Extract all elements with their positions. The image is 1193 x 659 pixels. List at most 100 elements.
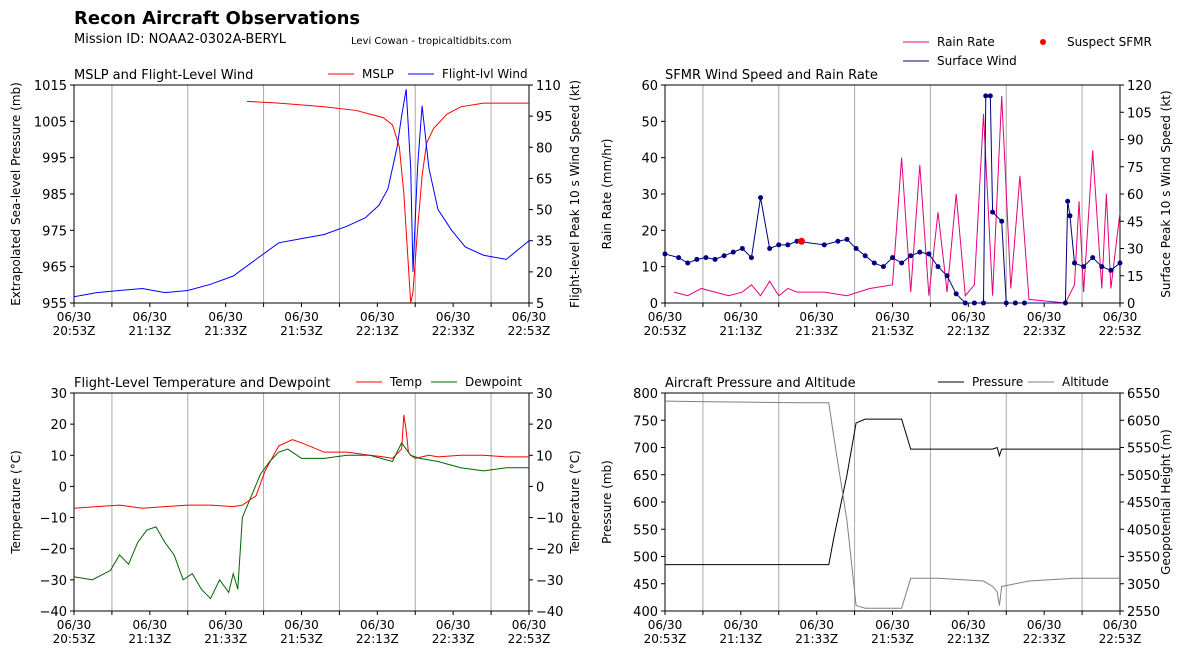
y2-tick-label: 20 <box>536 418 553 433</box>
y2-tick-label: 0 <box>1127 297 1135 312</box>
surface-wind-point <box>983 93 989 99</box>
y2-tick-label: 80 <box>536 141 553 156</box>
y2-axis-label: Temperature (°C) <box>568 450 582 555</box>
legend-label: Surface Wind <box>937 54 1017 68</box>
x-tick-label: 22:13Z <box>356 324 399 338</box>
page-title: Recon Aircraft Observations <box>74 8 361 29</box>
x-tick-label: 06/30 <box>1027 310 1062 324</box>
y-tick-label: 40 <box>641 152 658 167</box>
surface-wind-point <box>730 249 736 255</box>
plot-frame <box>73 84 530 304</box>
suspect-sfmr-point <box>798 237 805 245</box>
y2-axis-label: Geopotential Height (m) <box>1159 429 1173 575</box>
chart-title: SFMR Wind Speed and Rain Rate <box>665 68 878 83</box>
surface-wind-point <box>821 242 827 248</box>
x-tick-label: 06/30 <box>208 310 243 324</box>
plot-frame <box>664 84 1121 304</box>
series-line-0 <box>73 414 529 509</box>
y-tick-label: −20 <box>40 543 67 558</box>
surface-wind-point <box>990 209 996 215</box>
y-tick-label: 550 <box>633 523 658 538</box>
y2-tick-label: 105 <box>1127 106 1152 121</box>
y2-tick-label: −10 <box>536 512 563 527</box>
x-tick-label: 20:53Z <box>53 324 96 338</box>
surface-wind-point <box>748 255 754 261</box>
x-tick-label: 06/30 <box>875 618 910 632</box>
y-axis-label: Pressure (mb) <box>600 460 614 544</box>
x-tick-label: 22:13Z <box>947 632 990 646</box>
series-line-0 <box>673 95 1121 304</box>
surface-wind-point <box>676 255 682 261</box>
surface-wind-point <box>890 255 895 261</box>
y-tick-label: 60 <box>641 79 658 94</box>
y-tick-label: 400 <box>633 605 658 620</box>
y2-tick-label: 30 <box>536 387 553 402</box>
surface-wind-point <box>712 256 718 262</box>
series-line-1 <box>73 89 530 298</box>
x-tick-label: 20:53Z <box>53 632 96 646</box>
x-tick-label: 06/30 <box>799 618 834 632</box>
x-tick-label: 20:53Z <box>644 632 687 646</box>
plot-frame <box>664 392 1121 612</box>
y-tick-label: 650 <box>633 469 658 484</box>
surface-wind-point <box>1065 198 1071 204</box>
y2-tick-label: 4050 <box>1127 523 1160 538</box>
surface-wind-point <box>871 260 877 266</box>
y2-tick-label: 10 <box>536 449 553 464</box>
x-tick-label: 06/30 <box>57 310 92 324</box>
surface-wind-point <box>758 195 764 201</box>
x-tick-label: 06/30 <box>648 618 683 632</box>
series-line-1 <box>73 441 529 600</box>
y2-tick-label: −20 <box>536 543 563 558</box>
surface-wind-point <box>1012 300 1018 306</box>
series-line-1 <box>664 400 1120 609</box>
y-tick-label: 20 <box>641 224 658 239</box>
surface-wind-point <box>694 256 700 262</box>
y-axis-label: Rain Rate (mm/hr) <box>600 139 614 250</box>
x-tick-label: 22:53Z <box>1099 324 1142 338</box>
y2-tick-label: 50 <box>536 204 553 219</box>
surface-wind-point <box>835 238 841 244</box>
legend-label: Rain Rate <box>937 35 995 49</box>
y-tick-label: 700 <box>633 442 658 457</box>
x-tick-label: 21:13Z <box>128 324 171 338</box>
y2-tick-label: 90 <box>1127 134 1144 149</box>
surface-wind-point <box>1072 260 1077 266</box>
x-tick-label: 22:53Z <box>1099 632 1142 646</box>
surface-wind-point <box>1090 255 1096 261</box>
chart-panel-1: 06/3020:53Z06/3021:13Z06/3021:33Z06/3021… <box>600 35 1173 338</box>
legend-label: Temp <box>389 375 422 389</box>
surface-wind-point <box>981 300 986 306</box>
surface-wind-point <box>1108 267 1114 273</box>
x-tick-label: 06/30 <box>724 310 759 324</box>
y2-tick-label: 15 <box>1127 270 1144 285</box>
legend-label: Flight-lvl Wind <box>442 67 528 81</box>
surface-wind-point <box>987 93 993 99</box>
y2-tick-label: 95 <box>536 110 553 125</box>
y2-tick-label: 65 <box>536 172 553 187</box>
x-tick-label: 06/30 <box>875 310 910 324</box>
x-tick-label: 06/30 <box>208 618 243 632</box>
surface-wind-point <box>899 260 905 266</box>
y-tick-label: 1005 <box>34 115 67 130</box>
y2-tick-label: 35 <box>536 235 553 250</box>
x-tick-label: 06/30 <box>648 310 683 324</box>
y-tick-label: 30 <box>641 188 658 203</box>
legend-label: Altitude <box>1062 375 1109 389</box>
x-tick-label: 21:33Z <box>795 324 838 338</box>
x-tick-label: 06/30 <box>436 618 471 632</box>
y-tick-label: 0 <box>59 480 67 495</box>
y2-tick-label: 75 <box>1127 161 1144 176</box>
series-line-0 <box>246 100 529 304</box>
surface-wind-point <box>926 251 932 257</box>
x-tick-label: 21:33Z <box>204 632 247 646</box>
y-tick-label: 1015 <box>34 79 67 94</box>
y-tick-label: 20 <box>50 418 67 433</box>
surface-wind-point <box>776 242 782 248</box>
y-tick-label: −30 <box>40 574 67 589</box>
y-axis-label: Extrapolated Sea-level Pressure (mb) <box>9 82 23 306</box>
x-tick-label: 21:53Z <box>280 632 323 646</box>
y2-tick-label: 5050 <box>1127 469 1160 484</box>
surface-wind-point <box>1021 300 1027 306</box>
